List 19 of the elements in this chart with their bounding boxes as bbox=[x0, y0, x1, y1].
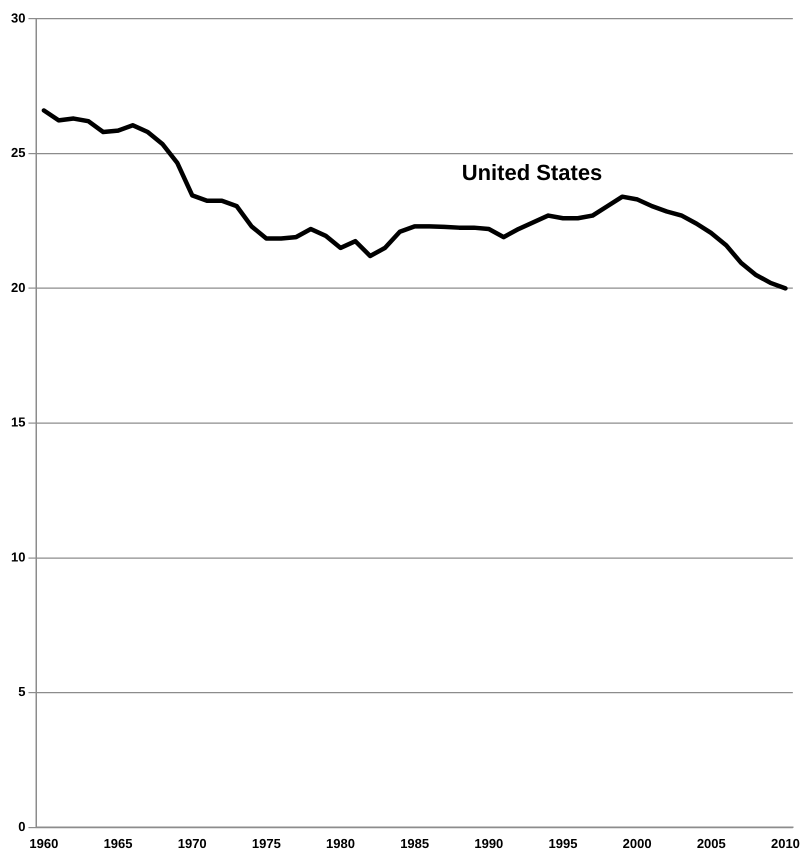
x-tick-label: 2010 bbox=[770, 836, 800, 851]
x-tick-label: 1985 bbox=[400, 836, 430, 851]
series-label: United States bbox=[462, 160, 602, 185]
y-tick-label: 20 bbox=[10, 280, 26, 295]
y-tick-label: 0 bbox=[18, 818, 26, 834]
x-tick-label: 1980 bbox=[326, 836, 355, 851]
y-tick-label: 15 bbox=[10, 414, 26, 430]
x-tick-label: 2005 bbox=[696, 836, 726, 851]
y-tick-label: 5 bbox=[18, 684, 26, 700]
y-tick-label: 30 bbox=[10, 10, 26, 26]
x-tick-label: 1975 bbox=[252, 836, 281, 851]
y-tick-label: 10 bbox=[10, 549, 26, 564]
x-tick-label: 1965 bbox=[104, 836, 132, 851]
x-tick-label: 1960 bbox=[29, 836, 58, 851]
x-tick-label: 1990 bbox=[474, 836, 504, 851]
x-tick-label: 1970 bbox=[178, 836, 207, 851]
x-tick-label: 1995 bbox=[548, 836, 578, 851]
x-tick-label: 2000 bbox=[622, 836, 652, 851]
y-tick-label: 25 bbox=[10, 145, 26, 160]
